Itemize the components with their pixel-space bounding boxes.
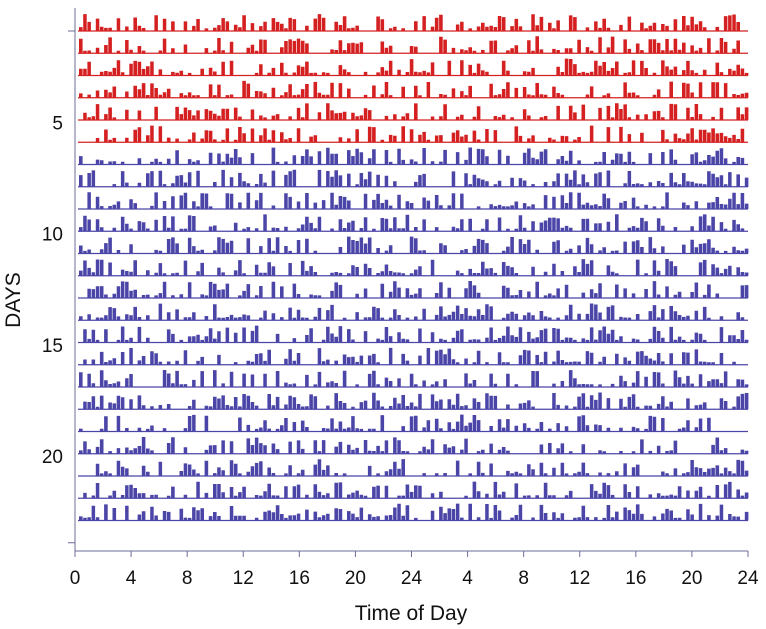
x-tick-label: 24 <box>737 568 759 589</box>
y-axis-ticks: 5 10 15 20 <box>42 30 75 544</box>
x-tick-label: 0 <box>70 568 81 589</box>
x-tick-label: 12 <box>233 568 254 589</box>
activity-bars <box>79 503 749 521</box>
activity-bars <box>79 36 740 54</box>
activity-bars <box>79 214 745 232</box>
x-tick-label: 12 <box>569 568 590 589</box>
day-row-9 <box>78 192 749 210</box>
x-tick-label: 8 <box>518 568 529 589</box>
day-row-15 <box>78 325 749 344</box>
day-row-5 <box>78 103 749 121</box>
activity-bars <box>79 370 749 387</box>
x-axis-ticks: 0 4 8 12 16 20 24 4 8 12 16 20 24 <box>70 551 759 589</box>
activity-bars <box>79 437 749 454</box>
day-row-21 <box>78 459 749 477</box>
day-row-22 <box>78 481 749 499</box>
day-row-23 <box>78 503 749 522</box>
day-row-6 <box>78 125 748 143</box>
activity-bars <box>95 459 749 476</box>
day-row-18 <box>78 392 749 410</box>
day-row-3 <box>78 58 749 77</box>
x-tick-label: 24 <box>401 568 423 589</box>
activity-rows <box>78 14 749 522</box>
activity-bars <box>79 14 740 31</box>
activity-bars <box>83 481 749 499</box>
activity-bars <box>83 103 749 120</box>
activity-bars <box>79 80 749 98</box>
activity-bars <box>87 192 749 209</box>
y-tick-label: 10 <box>42 225 63 246</box>
y-axis-title: DAYS <box>2 272 25 328</box>
day-row-1 <box>78 14 748 32</box>
x-tick-label: 16 <box>289 568 310 589</box>
x-tick-label: 16 <box>625 568 646 589</box>
y-tick-label: 15 <box>42 336 63 357</box>
activity-bars <box>79 414 711 432</box>
activity-bars <box>83 392 749 410</box>
x-tick-label: 8 <box>182 568 193 589</box>
day-row-14 <box>78 303 748 321</box>
activity-bars <box>83 325 749 343</box>
x-tick-label: 20 <box>681 568 702 589</box>
day-row-11 <box>78 236 749 255</box>
x-tick-label: 4 <box>462 568 473 589</box>
y-tick-label: 20 <box>42 447 63 468</box>
x-tick-label: 4 <box>126 568 137 589</box>
activity-bars <box>79 236 749 254</box>
activity-bars <box>95 125 745 143</box>
day-row-12 <box>78 259 749 277</box>
activity-bars <box>79 58 749 76</box>
activity-bars <box>79 259 749 276</box>
day-row-4 <box>78 80 749 99</box>
activity-bars <box>87 281 749 298</box>
y-tick-label: 5 <box>52 113 63 134</box>
day-row-10 <box>78 214 748 232</box>
activity-bars <box>83 347 736 365</box>
day-row-20 <box>78 437 749 455</box>
day-row-19 <box>78 414 748 433</box>
day-row-2 <box>78 36 748 54</box>
day-row-17 <box>78 370 749 388</box>
day-row-7 <box>78 147 748 166</box>
day-row-16 <box>78 347 748 366</box>
activity-bars <box>79 147 745 165</box>
x-axis-title: Time of Day <box>355 602 468 625</box>
activity-bars <box>79 303 745 321</box>
day-row-13 <box>78 281 749 299</box>
day-row-8 <box>78 169 749 188</box>
x-tick-label: 20 <box>345 568 366 589</box>
activity-bars <box>79 169 749 187</box>
